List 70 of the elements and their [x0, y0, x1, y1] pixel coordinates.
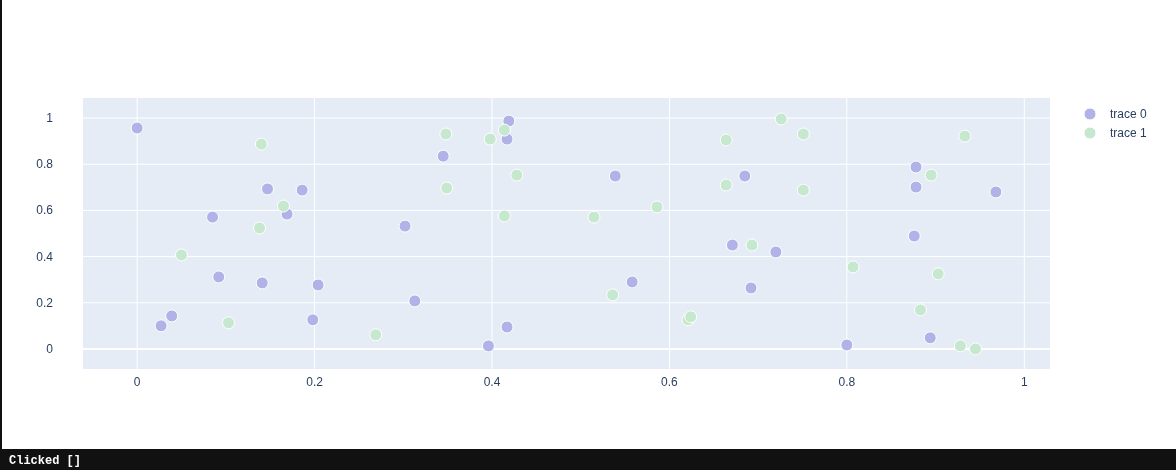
point	[497, 209, 511, 223]
point	[744, 281, 758, 295]
point	[408, 294, 422, 308]
point	[497, 123, 511, 137]
y-tick-label: 0.8	[36, 157, 54, 172]
point	[254, 137, 268, 151]
point	[989, 185, 1003, 199]
legend-label: trace 1	[1110, 126, 1148, 140]
point	[745, 238, 759, 252]
point	[846, 260, 860, 274]
point	[261, 182, 275, 196]
point	[221, 316, 235, 330]
x-tick-label: 1	[1020, 375, 1028, 389]
point	[719, 178, 733, 192]
y-tick-label: 0.6	[36, 203, 54, 218]
x-tick-label: 0.4	[483, 375, 501, 389]
point	[154, 319, 168, 333]
point	[953, 339, 967, 353]
point	[909, 180, 923, 194]
point	[907, 229, 921, 243]
point	[606, 288, 620, 302]
point	[650, 200, 664, 214]
point	[483, 132, 497, 146]
y-tick-label: 1	[46, 111, 54, 126]
point	[500, 320, 514, 334]
point	[174, 248, 188, 262]
point	[440, 181, 454, 195]
point	[931, 267, 945, 281]
point	[212, 270, 226, 284]
point	[510, 168, 524, 182]
point	[796, 183, 810, 197]
point	[774, 112, 788, 126]
point	[253, 221, 267, 235]
point	[130, 121, 144, 135]
point	[958, 129, 972, 143]
point	[725, 238, 739, 252]
legend-label: trace 0	[1110, 107, 1148, 121]
x-tick-label: 0	[133, 375, 141, 389]
point	[165, 309, 179, 323]
point	[909, 160, 923, 174]
point	[398, 219, 412, 233]
point	[436, 149, 450, 163]
point	[769, 245, 783, 259]
point	[277, 199, 290, 213]
x-tick-label: 0.2	[306, 375, 324, 389]
point	[369, 328, 383, 342]
point	[968, 342, 982, 356]
text: Clicked []	[9, 454, 82, 468]
point	[924, 168, 938, 182]
point	[587, 210, 601, 224]
point	[295, 183, 309, 197]
y-tick-label: 0.2	[36, 295, 54, 310]
point	[625, 275, 639, 289]
point	[481, 339, 495, 353]
point	[311, 278, 325, 292]
y-tick-label: 0.4	[36, 249, 54, 264]
point	[439, 127, 453, 141]
point	[796, 127, 810, 141]
y-tick-label: 0	[46, 341, 54, 356]
point	[206, 210, 220, 224]
point	[608, 169, 622, 183]
x-tick-label: 0.8	[838, 375, 856, 389]
point	[719, 133, 733, 147]
point	[923, 331, 937, 345]
point	[840, 338, 854, 352]
point	[255, 276, 269, 290]
point	[913, 303, 927, 317]
x-tick-label: 0.6	[661, 375, 679, 389]
point	[738, 169, 752, 183]
point	[306, 313, 320, 327]
